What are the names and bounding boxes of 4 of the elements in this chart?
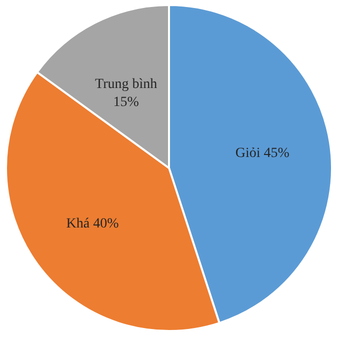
slice-label: Giỏi 45% xyxy=(235,146,290,162)
slice-label: Trung bình xyxy=(95,76,158,92)
slice-label: Khá 40% xyxy=(66,216,120,232)
data-label: 15% xyxy=(113,94,140,110)
